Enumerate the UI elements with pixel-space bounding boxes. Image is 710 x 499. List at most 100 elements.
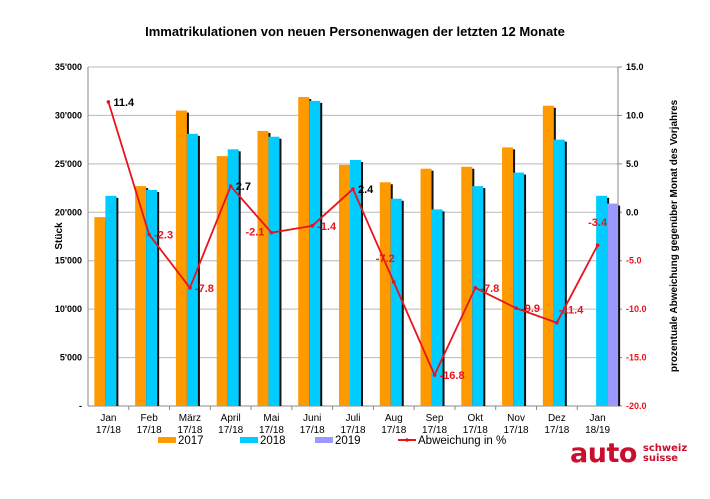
y-tick-label: - [79, 401, 82, 411]
x-tick-label-year: 17/18 [422, 425, 447, 436]
bar-2018 [596, 195, 608, 406]
x-tick-label: Aug [385, 413, 403, 424]
bar-2017 [379, 182, 391, 406]
logo-brand: auto [570, 438, 637, 469]
deviation-label: -7.2 [376, 253, 395, 265]
x-tick-label: Jan [100, 413, 116, 424]
x-tick-label-year: 17/18 [96, 425, 121, 436]
y-tick-label: 5'000 [60, 353, 82, 363]
y2-tick-label: -15.0 [626, 353, 647, 363]
legend-swatch-marker [405, 438, 409, 442]
y-tick-label: 35'000 [55, 62, 82, 72]
deviation-point [351, 187, 355, 191]
bar-2018 [472, 186, 484, 406]
deviation-label: 2.4 [358, 184, 374, 196]
x-tick-label: Nov [507, 413, 525, 424]
deviation-point [310, 224, 315, 228]
legend-label: 2017 [178, 435, 204, 447]
deviation-point [555, 320, 559, 325]
legend-swatch-2017 [158, 437, 176, 443]
deviation-label: -1.4 [317, 221, 337, 233]
x-tick-label-year: 17/18 [259, 425, 284, 436]
x-tick-label: Dez [548, 413, 566, 424]
deviation-label: 11.4 [113, 97, 135, 109]
bar-2018 [390, 198, 402, 406]
bar-2018 [268, 136, 280, 407]
y-tick-label: 25'000 [55, 159, 82, 169]
legend-label: 2018 [260, 435, 286, 447]
x-tick-label-year: 17/18 [300, 425, 325, 436]
x-tick-label-year: 17/18 [504, 425, 529, 436]
deviation-point [473, 286, 478, 290]
legend-label: Abweichung in % [418, 435, 506, 447]
bar-2017 [502, 147, 514, 407]
bar-2017 [298, 97, 310, 407]
x-tick-label: Mai [263, 413, 279, 424]
y2-tick-label: 0.0 [626, 207, 639, 217]
deviation-point [595, 243, 600, 248]
legend-label: 2019 [335, 435, 361, 447]
deviation-point [269, 230, 274, 235]
y2-tick-label: -10.0 [626, 304, 647, 314]
y2-tick-label: -5.0 [626, 256, 642, 266]
logo-line2: suisse [642, 452, 679, 464]
bar-2017 [339, 164, 350, 406]
x-tick-label-year: 17/18 [218, 425, 243, 436]
bar-2017 [257, 130, 269, 406]
x-tick-label: April [221, 413, 241, 424]
legend-swatch-2019 [315, 437, 333, 443]
bar-2018 [146, 190, 158, 406]
x-tick-label-year: 17/18 [340, 425, 365, 436]
deviation-point [188, 286, 192, 290]
x-tick-label: Juli [345, 413, 360, 424]
legend-swatch-2018 [240, 437, 258, 443]
x-tick-label: Juni [303, 413, 321, 424]
chart-title: Immatrikulationen von neuen Personenwage… [145, 24, 565, 39]
y-tick-label: 30'000 [55, 110, 82, 120]
deviation-point [106, 100, 111, 104]
y-tick-label: 20'000 [55, 207, 82, 217]
deviation-label: -7.8 [195, 283, 214, 295]
deviation-label: -2.1 [245, 227, 264, 239]
y-tick-label: 15'000 [55, 256, 82, 266]
bar-2018 [309, 100, 321, 407]
x-tick-label: Sep [426, 413, 444, 424]
deviation-label: -16.8 [440, 370, 465, 382]
bar-2018 [431, 209, 443, 406]
x-tick-label: Okt [468, 413, 484, 424]
y2-tick-label: -20.0 [626, 401, 647, 411]
bar-2017 [420, 168, 432, 406]
bar-2017 [542, 105, 554, 406]
y2-tick-label: 5.0 [626, 159, 639, 169]
x-tick-label-year: 18/19 [585, 425, 610, 436]
bar-2018 [553, 139, 565, 406]
x-tick-label: März [179, 413, 201, 424]
deviation-label: -2.3 [154, 230, 173, 242]
x-tick-label: Feb [141, 413, 159, 424]
x-tick-label-year: 17/18 [137, 425, 162, 436]
bar-2018 [186, 133, 198, 406]
bar-2017 [216, 156, 228, 406]
deviation-point [147, 232, 151, 237]
deviation-label: -3.4 [588, 217, 608, 229]
bar-2017 [175, 110, 187, 406]
y-tick-label: 10'000 [55, 304, 82, 314]
x-tick-label-year: 17/18 [381, 425, 406, 436]
y2-tick-label: 10.0 [626, 110, 644, 120]
deviation-label: 2.7 [236, 181, 251, 193]
deviation-point [228, 184, 233, 188]
bar-2018 [227, 149, 239, 407]
auto-schweiz-logo: auto schweiz suisse [570, 440, 687, 467]
bar-2018 [350, 159, 361, 406]
x-tick-label-year: 17/18 [463, 425, 488, 436]
deviation-label: -11.4 [559, 305, 584, 317]
bar-2018 [105, 195, 117, 406]
deviation-point [432, 373, 437, 377]
bar-2017 [94, 217, 106, 406]
x-tick-label-year: 17/18 [544, 425, 569, 436]
y2-axis-title: prozentuale Abweichung gegenüber Monat d… [669, 99, 680, 372]
logo-line1: schweiz [642, 442, 688, 454]
y2-tick-label: 15.0 [626, 62, 644, 72]
